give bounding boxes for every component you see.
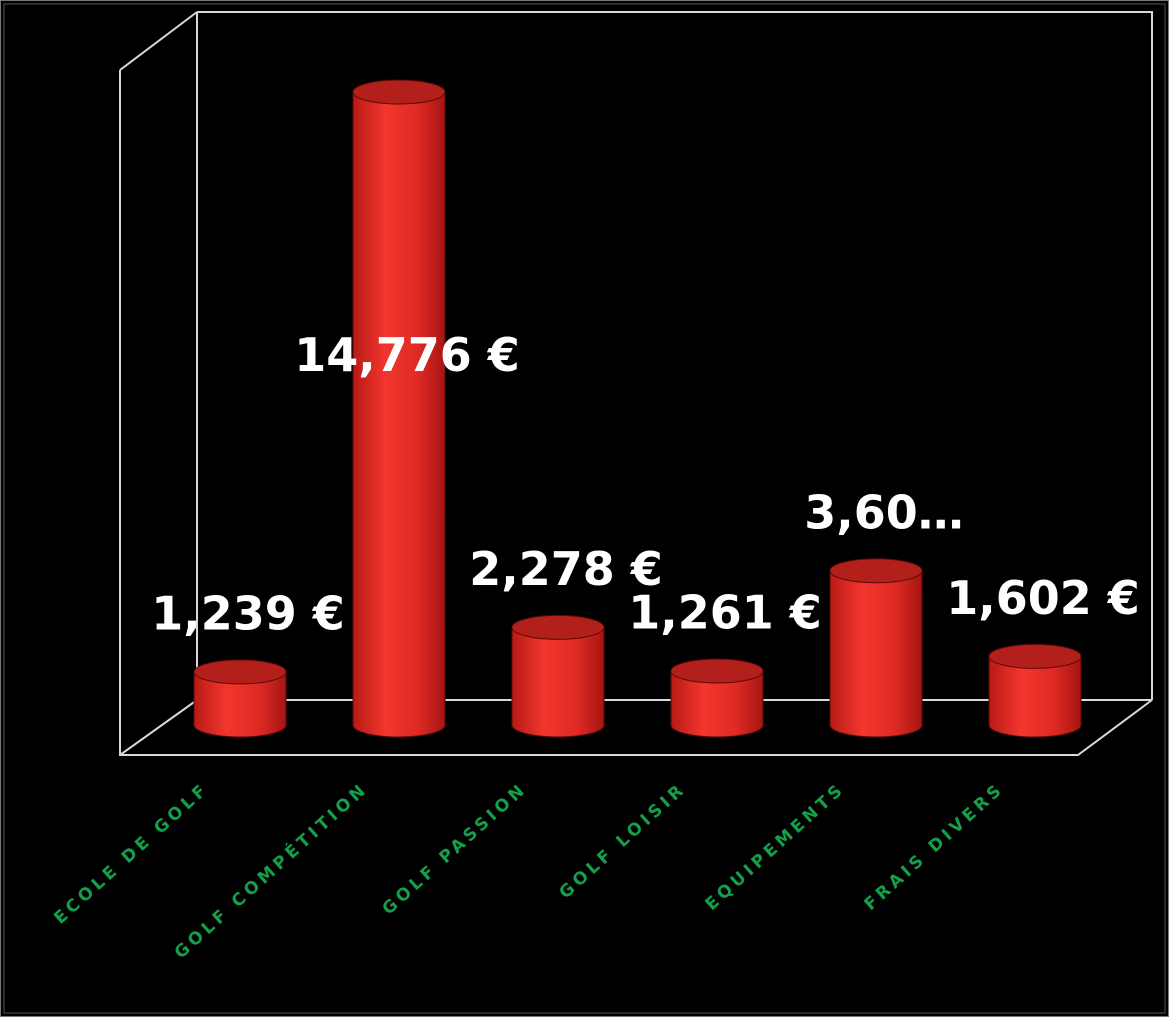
bar (193, 659, 287, 738)
value-label: 1,602 € (946, 571, 1140, 625)
value-label: 3,60… (804, 485, 964, 539)
value-label: 14,776 € (294, 328, 520, 382)
inner-border (3, 3, 1166, 1014)
bar (670, 658, 764, 738)
bar (511, 614, 605, 738)
value-label: 2,278 € (469, 542, 663, 596)
bar (352, 79, 446, 738)
value-label: 1,261 € (628, 585, 822, 639)
bar (988, 643, 1082, 738)
bar (829, 558, 923, 738)
value-label: 1,239 € (151, 586, 345, 640)
